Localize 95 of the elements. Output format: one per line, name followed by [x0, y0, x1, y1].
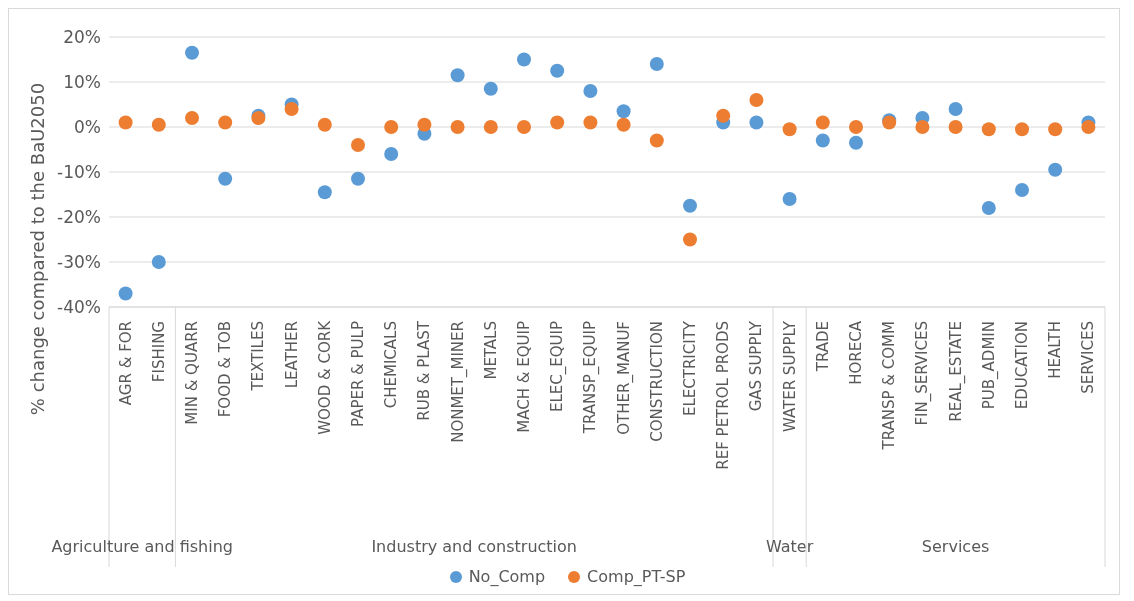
point: [517, 52, 531, 67]
y-tick-label: -30%: [57, 252, 101, 273]
y-axis-title: % change compared to the BaU2050: [27, 82, 48, 416]
x-tick-label: PAPER & PULP: [349, 321, 367, 427]
point: [384, 120, 399, 134]
x-tick-label: ELEC_EQUIP: [548, 321, 568, 413]
point: [1081, 120, 1096, 134]
point: [218, 171, 233, 186]
x-tick-label: TEXTILES: [249, 321, 268, 392]
x-tick-label: GAS SUPPLY: [747, 320, 766, 412]
point: [749, 115, 764, 130]
point: [616, 104, 631, 119]
point: [583, 115, 598, 130]
x-tick-label: ELECTRICITY: [681, 320, 699, 417]
point: [218, 115, 233, 130]
point: [948, 102, 963, 116]
x-tick-label: MIN & QUARR: [183, 321, 201, 425]
point: [483, 81, 498, 96]
point: [683, 198, 697, 213]
legend-label: Comp_PT-SP: [586, 567, 686, 586]
y-tick-label: -20%: [57, 207, 101, 228]
x-tick-label: EDUCATION: [1013, 321, 1031, 410]
point: [151, 255, 166, 269]
x-tick-label: FIN_SERVICES: [913, 321, 933, 426]
point: [749, 93, 764, 107]
point: [284, 102, 299, 116]
x-tick-label: CONSTRUCTION: [647, 321, 666, 442]
x-tick-label: FOOD & TOB: [216, 321, 235, 418]
legend-label: No_Comp: [467, 567, 546, 586]
x-tick-label: RUB & PLAST: [415, 320, 434, 421]
point: [417, 117, 432, 132]
x-tick-label: REAL_ESTATE: [946, 321, 966, 422]
point: [185, 111, 199, 125]
point: [1015, 183, 1029, 197]
point: [782, 122, 797, 137]
y-tick-label: -10%: [57, 162, 101, 183]
x-tick-label: REF PETROL PRODS: [714, 321, 733, 470]
point: [849, 135, 863, 150]
point: [1048, 162, 1063, 177]
y-tick-label: -40%: [57, 297, 101, 318]
x-tick-label: METALS: [481, 321, 500, 380]
x-tick-label: OTHER_MANUF: [614, 321, 634, 435]
x-tick-label: LEATHER: [282, 321, 301, 389]
point: [384, 147, 399, 161]
y-tick-label: 20%: [63, 27, 101, 48]
point: [550, 115, 565, 130]
point: [317, 185, 332, 200]
point: [517, 120, 531, 134]
x-tick-label: SERVICES: [1079, 321, 1098, 394]
point: [981, 201, 996, 215]
point: [118, 115, 133, 130]
point: [649, 133, 664, 148]
x-tick-label: FISHING: [149, 321, 168, 383]
x-tick-label: WATER SUPPLY: [780, 320, 799, 433]
point: [351, 171, 365, 186]
point: [583, 84, 598, 98]
point: [317, 117, 332, 132]
point: [185, 45, 199, 60]
x-tick-label: HORECA: [847, 320, 865, 385]
x-tick-label: TRADE: [813, 321, 832, 373]
point: [1048, 122, 1063, 137]
point: [483, 120, 498, 134]
x-tick-label: NONMET_MINER: [448, 321, 468, 443]
point: [849, 120, 863, 134]
point: [450, 68, 465, 83]
point: [351, 138, 365, 152]
point: [716, 108, 731, 123]
x-tick-label: PUB_ADMIN: [979, 321, 999, 410]
point: [1015, 122, 1029, 137]
x-tick-label: AGR & FOR: [116, 321, 135, 406]
point: [948, 120, 963, 134]
point: [450, 120, 465, 134]
point: [683, 232, 697, 247]
x-tick-label: TRANSP & COMM: [880, 321, 899, 451]
point: [151, 117, 166, 132]
point: [981, 122, 996, 137]
point: [782, 192, 797, 206]
x-tick-label: CHEMICALS: [382, 321, 401, 409]
x-tick-label: TRANSP_EQUIP: [581, 321, 601, 435]
point: [649, 57, 664, 71]
text: Services: [921, 537, 990, 556]
x-tick-label: MACH & EQUIP: [515, 321, 533, 433]
y-tick-label: 10%: [63, 72, 101, 93]
point: [815, 133, 830, 148]
text: Water: [765, 537, 814, 556]
text: Agriculture and fishing: [51, 537, 233, 556]
y-tick-label: 0%: [74, 117, 101, 138]
x-tick-label: WOOD & CORK: [315, 319, 334, 435]
point: [915, 120, 930, 134]
point: [616, 117, 631, 132]
point: [550, 63, 565, 78]
x-tick-label: HEALTH: [1046, 321, 1065, 379]
point: [815, 115, 830, 130]
text: Industry and construction: [371, 537, 577, 556]
point: [118, 286, 133, 301]
